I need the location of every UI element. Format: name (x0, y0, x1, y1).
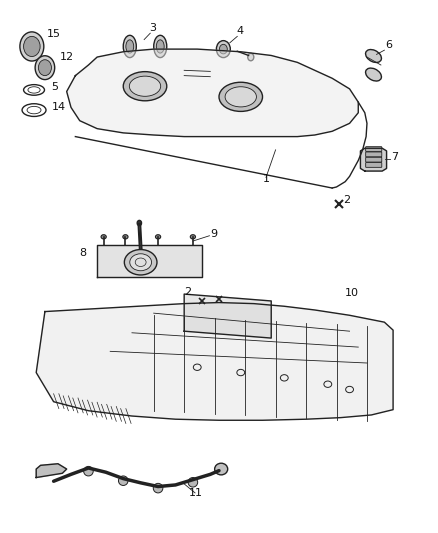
Ellipse shape (248, 53, 254, 61)
Polygon shape (97, 245, 201, 277)
Ellipse shape (118, 476, 128, 486)
FancyBboxPatch shape (366, 152, 382, 157)
Ellipse shape (123, 235, 128, 239)
Text: 12: 12 (60, 52, 74, 62)
Text: 2: 2 (343, 195, 350, 205)
Ellipse shape (35, 56, 55, 79)
Ellipse shape (219, 82, 262, 111)
Ellipse shape (130, 254, 152, 271)
Ellipse shape (366, 50, 381, 62)
Ellipse shape (129, 76, 161, 96)
Polygon shape (67, 49, 358, 136)
Text: 15: 15 (47, 29, 61, 39)
Text: 14: 14 (51, 102, 66, 112)
Text: 7: 7 (391, 152, 398, 163)
Ellipse shape (126, 40, 134, 53)
Ellipse shape (216, 41, 230, 58)
Text: 10: 10 (345, 288, 359, 297)
Ellipse shape (155, 235, 161, 239)
Ellipse shape (366, 68, 381, 81)
Ellipse shape (190, 235, 195, 239)
Text: 6: 6 (385, 40, 392, 50)
Ellipse shape (84, 466, 93, 476)
Ellipse shape (20, 32, 44, 61)
Ellipse shape (153, 483, 163, 493)
Ellipse shape (156, 40, 164, 53)
Text: 2: 2 (184, 287, 191, 296)
Ellipse shape (219, 44, 227, 54)
Text: 4: 4 (237, 26, 244, 36)
Ellipse shape (123, 71, 167, 101)
Ellipse shape (154, 35, 167, 58)
Polygon shape (184, 294, 271, 338)
FancyBboxPatch shape (366, 157, 382, 162)
Ellipse shape (24, 36, 40, 56)
Polygon shape (360, 148, 387, 171)
Text: 8: 8 (80, 248, 87, 258)
Ellipse shape (124, 249, 157, 275)
Ellipse shape (225, 87, 256, 107)
Polygon shape (36, 464, 67, 478)
Ellipse shape (123, 35, 136, 58)
Text: 11: 11 (188, 488, 202, 498)
Ellipse shape (137, 220, 141, 225)
Ellipse shape (39, 60, 51, 76)
Text: 1: 1 (262, 174, 269, 184)
Text: 5: 5 (51, 82, 58, 92)
Polygon shape (36, 303, 393, 420)
FancyBboxPatch shape (366, 147, 382, 151)
Text: 3: 3 (149, 23, 156, 33)
FancyBboxPatch shape (366, 163, 382, 167)
Ellipse shape (215, 463, 228, 475)
Text: 9: 9 (210, 229, 217, 239)
Ellipse shape (188, 478, 198, 487)
Ellipse shape (101, 235, 106, 239)
